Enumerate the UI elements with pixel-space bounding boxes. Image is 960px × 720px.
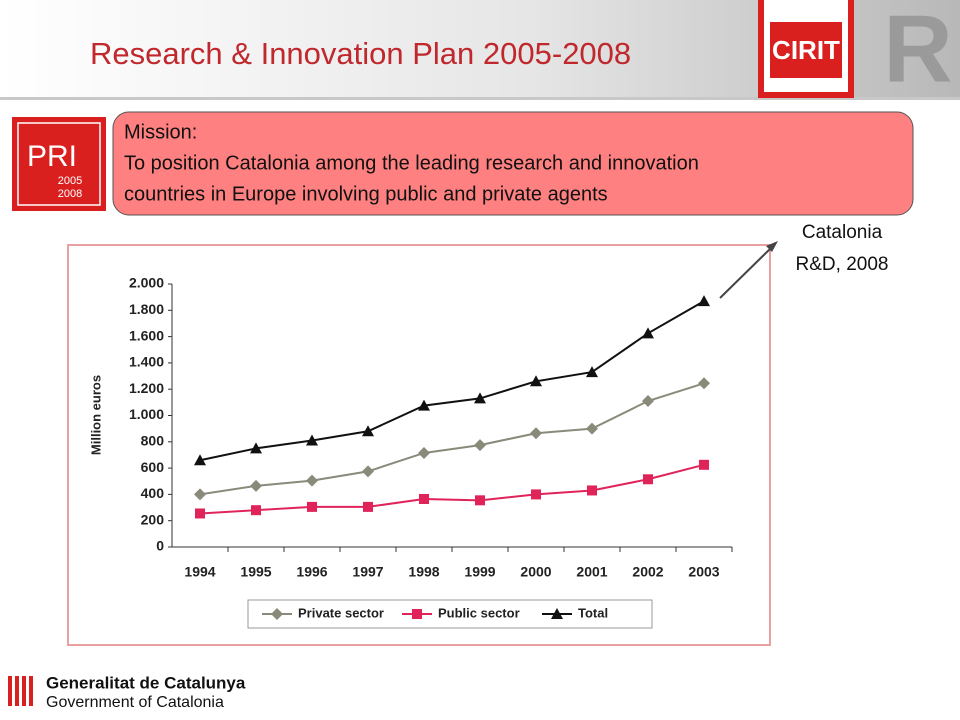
data-point <box>307 501 317 512</box>
footer-logo-bar <box>15 676 19 706</box>
chart-frame <box>67 244 771 646</box>
data-point <box>250 442 262 454</box>
mission-label: Mission: <box>124 121 197 143</box>
pri-logo-year: 2008 <box>58 188 82 200</box>
x-tick-label: 2001 <box>576 564 607 580</box>
mission-box <box>112 111 914 216</box>
y-tick-label: 400 <box>141 485 165 501</box>
y-tick-label: 200 <box>141 511 165 527</box>
series-line <box>199 382 705 496</box>
data-point <box>195 508 205 519</box>
legend-marker <box>271 608 283 620</box>
footer-logo-bar <box>22 676 26 706</box>
legend-label: Private sector <box>298 605 384 620</box>
x-tick-label: 2002 <box>632 564 663 580</box>
x-tick-label: 1996 <box>296 564 327 580</box>
data-point <box>474 439 486 452</box>
data-point <box>418 399 430 411</box>
series-line <box>199 300 705 462</box>
data-point <box>586 366 598 378</box>
data-point <box>698 295 710 307</box>
annotation: R&D, 2008 <box>796 254 889 275</box>
legend <box>247 599 653 629</box>
data-point <box>194 454 206 466</box>
mission-text: countries in Europe involving public and… <box>124 183 608 205</box>
y-tick-label: 1.200 <box>129 380 164 396</box>
data-point <box>194 488 206 501</box>
y-tick-label: 800 <box>141 433 165 449</box>
data-point <box>251 505 261 516</box>
data-point <box>530 427 542 440</box>
legend-label: Total <box>578 605 608 620</box>
footer-logo <box>8 676 33 706</box>
x-tick-label: 1999 <box>464 564 495 580</box>
pri-logo-frame <box>17 122 101 206</box>
y-axis-label: Million euros <box>88 375 103 455</box>
annotation: Catalonia <box>802 222 883 243</box>
cirit-logo-box <box>770 22 842 78</box>
cirit-logo-text: CIRIT <box>772 35 840 65</box>
x-tick-label: 1994 <box>184 564 215 580</box>
data-point <box>643 474 653 485</box>
r-logo: R <box>883 0 952 102</box>
annotation-arrowhead <box>766 241 778 252</box>
pri-logo-text: PRI <box>27 140 77 173</box>
annotation-arrow <box>719 246 773 299</box>
data-point <box>418 446 430 459</box>
data-point <box>587 485 597 496</box>
data-point <box>586 422 598 435</box>
slide-title: Research & Innovation Plan 2005-2008 <box>90 36 631 71</box>
y-tick-label: 1.800 <box>129 301 164 317</box>
y-tick-label: 1.000 <box>129 406 164 422</box>
y-tick-label: 0 <box>156 538 164 554</box>
x-tick-label: 2003 <box>688 564 719 580</box>
footer-text: Government of Catalonia <box>46 694 224 711</box>
x-tick-label: 1995 <box>240 564 271 580</box>
y-tick-label: 2.000 <box>129 275 164 291</box>
data-point <box>362 465 374 478</box>
y-tick-label: 600 <box>141 459 165 475</box>
data-point <box>642 395 654 408</box>
data-point <box>250 479 262 492</box>
legend-marker <box>551 608 563 619</box>
data-point <box>362 425 374 437</box>
pri-logo <box>12 117 106 211</box>
x-tick-label: 2000 <box>520 564 551 580</box>
legend-label: Public sector <box>438 605 520 620</box>
x-tick-label: 1997 <box>352 564 383 580</box>
data-point <box>699 459 709 470</box>
pri-logo-year: 2005 <box>58 175 82 187</box>
mission-text: To position Catalonia among the leading … <box>124 152 699 174</box>
header-rule <box>0 97 960 100</box>
data-point <box>474 392 486 404</box>
data-point <box>419 494 429 505</box>
data-point <box>642 327 654 339</box>
data-point <box>475 495 485 506</box>
data-point <box>530 375 542 387</box>
footer-logo-bar <box>8 676 12 706</box>
y-tick-label: 1.400 <box>129 354 164 370</box>
y-tick-label: 1.600 <box>129 327 164 343</box>
data-point <box>306 474 318 487</box>
footer-text: Generalitat de Catalunya <box>46 673 246 692</box>
footer-logo-bar <box>29 676 33 706</box>
series-line <box>199 463 705 515</box>
legend-marker <box>412 609 422 619</box>
data-point <box>306 434 318 446</box>
data-point <box>531 489 541 500</box>
x-tick-label: 1998 <box>408 564 439 580</box>
data-point <box>698 377 710 390</box>
data-point <box>363 501 373 512</box>
